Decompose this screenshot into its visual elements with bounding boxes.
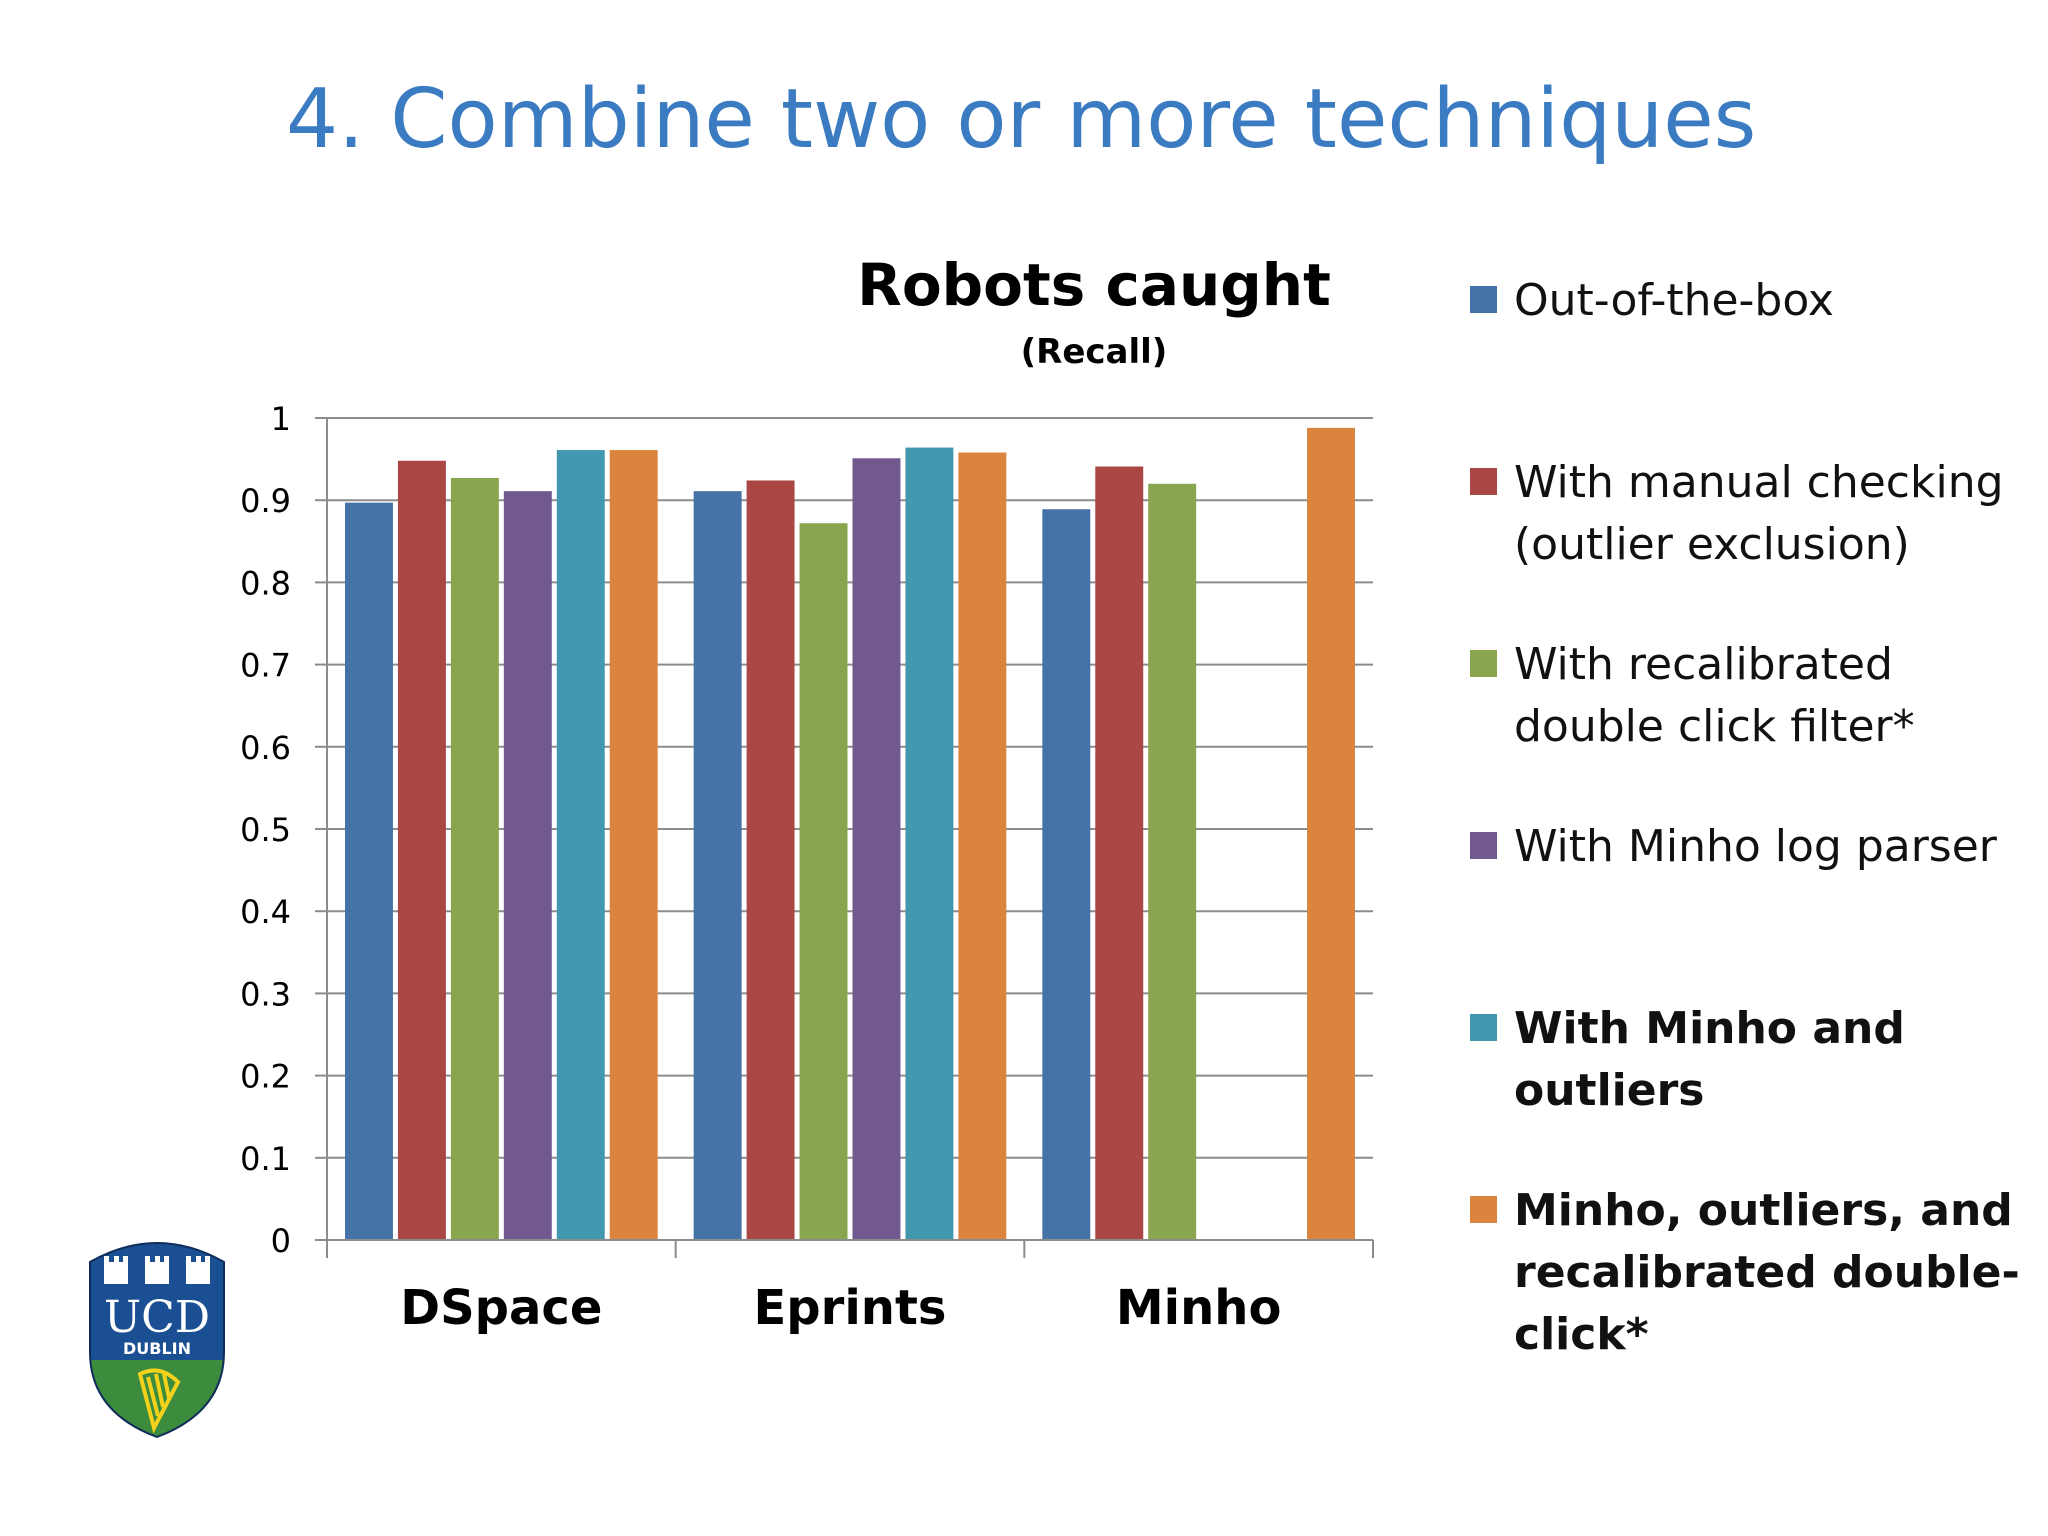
bar-minho-series-3 <box>1148 483 1197 1240</box>
y-tick-label: 0.8 <box>240 564 291 602</box>
bar-dspace-series-5 <box>556 450 605 1241</box>
bars <box>345 427 1355 1241</box>
y-tick-label: 0.3 <box>240 975 291 1013</box>
y-tick-label: 0.9 <box>240 482 291 520</box>
legend-swatch <box>1470 650 1497 677</box>
y-tick-label: 0 <box>271 1222 291 1260</box>
bar-minho-series-6 <box>1307 427 1355 1240</box>
bar-dspace-series-4 <box>503 491 552 1241</box>
x-category-label: Eprints <box>754 1280 947 1336</box>
bar-eprints-series-4 <box>852 458 901 1240</box>
axes: 0 0.1 0.2 0.3 0.4 0.5 0.6 0.7 0.8 0.9 1 DSpace Eprin… <box>240 400 1374 1336</box>
legend-swatch <box>1470 286 1497 313</box>
y-tick-label: 0.2 <box>240 1058 291 1096</box>
legend-label: With recalibrated double click filter* <box>1514 639 1915 752</box>
castle-icon <box>104 1256 210 1284</box>
bar-dspace-series-2 <box>397 460 446 1240</box>
bar-eprints-series-3 <box>799 523 848 1240</box>
y-tick-label: 0.7 <box>240 647 291 685</box>
bar-dspace-series-1 <box>345 502 393 1240</box>
ucd-crest-logo: UCD DUBLIN <box>89 1242 225 1439</box>
y-tick-label: 0.4 <box>240 893 291 931</box>
legend-swatch <box>1470 468 1497 495</box>
legend-label: With Minho log parser <box>1514 821 1997 872</box>
legend-swatch <box>1470 1014 1497 1041</box>
gridlines <box>327 417 1373 1159</box>
x-category-label: Minho <box>1116 1280 1282 1336</box>
y-tick-label: 0.6 <box>240 729 291 767</box>
logo-text-main: UCD <box>104 1292 210 1343</box>
slide-title: 4. Combine two or more techniques <box>286 72 1757 167</box>
legend-swatch <box>1470 832 1497 859</box>
y-tick-label: 1 <box>271 400 291 438</box>
bar-eprints-series-6 <box>958 452 1007 1240</box>
y-tick-label: 0.1 <box>240 1140 291 1178</box>
chart-title: Robots caught <box>857 251 1331 319</box>
bar-eprints-series-1 <box>693 491 742 1241</box>
legend-swatch <box>1470 1196 1497 1223</box>
bar-eprints-series-5 <box>905 447 954 1240</box>
legend-label: Out-of-the-box <box>1514 275 1834 326</box>
bar-dspace-series-6 <box>609 450 658 1241</box>
legend-label: With manual checking (outlier exclusion) <box>1514 457 2004 570</box>
chart-subtitle: (Recall) <box>1021 332 1168 372</box>
x-category-label: DSpace <box>400 1280 602 1336</box>
legend-label: With Minho and outliers <box>1514 1003 1905 1116</box>
harp-icon <box>137 1368 181 1434</box>
y-tick-label: 0.5 <box>240 811 291 849</box>
bar-eprints-series-2 <box>746 480 795 1240</box>
legend-label: Minho, outliers, and recalibrated double… <box>1514 1185 2020 1360</box>
bar-dspace-series-3 <box>450 478 499 1241</box>
bar-minho-series-1 <box>1042 509 1091 1240</box>
bar-minho-series-2 <box>1095 466 1144 1240</box>
logo-text-sub: DUBLIN <box>123 1339 191 1358</box>
